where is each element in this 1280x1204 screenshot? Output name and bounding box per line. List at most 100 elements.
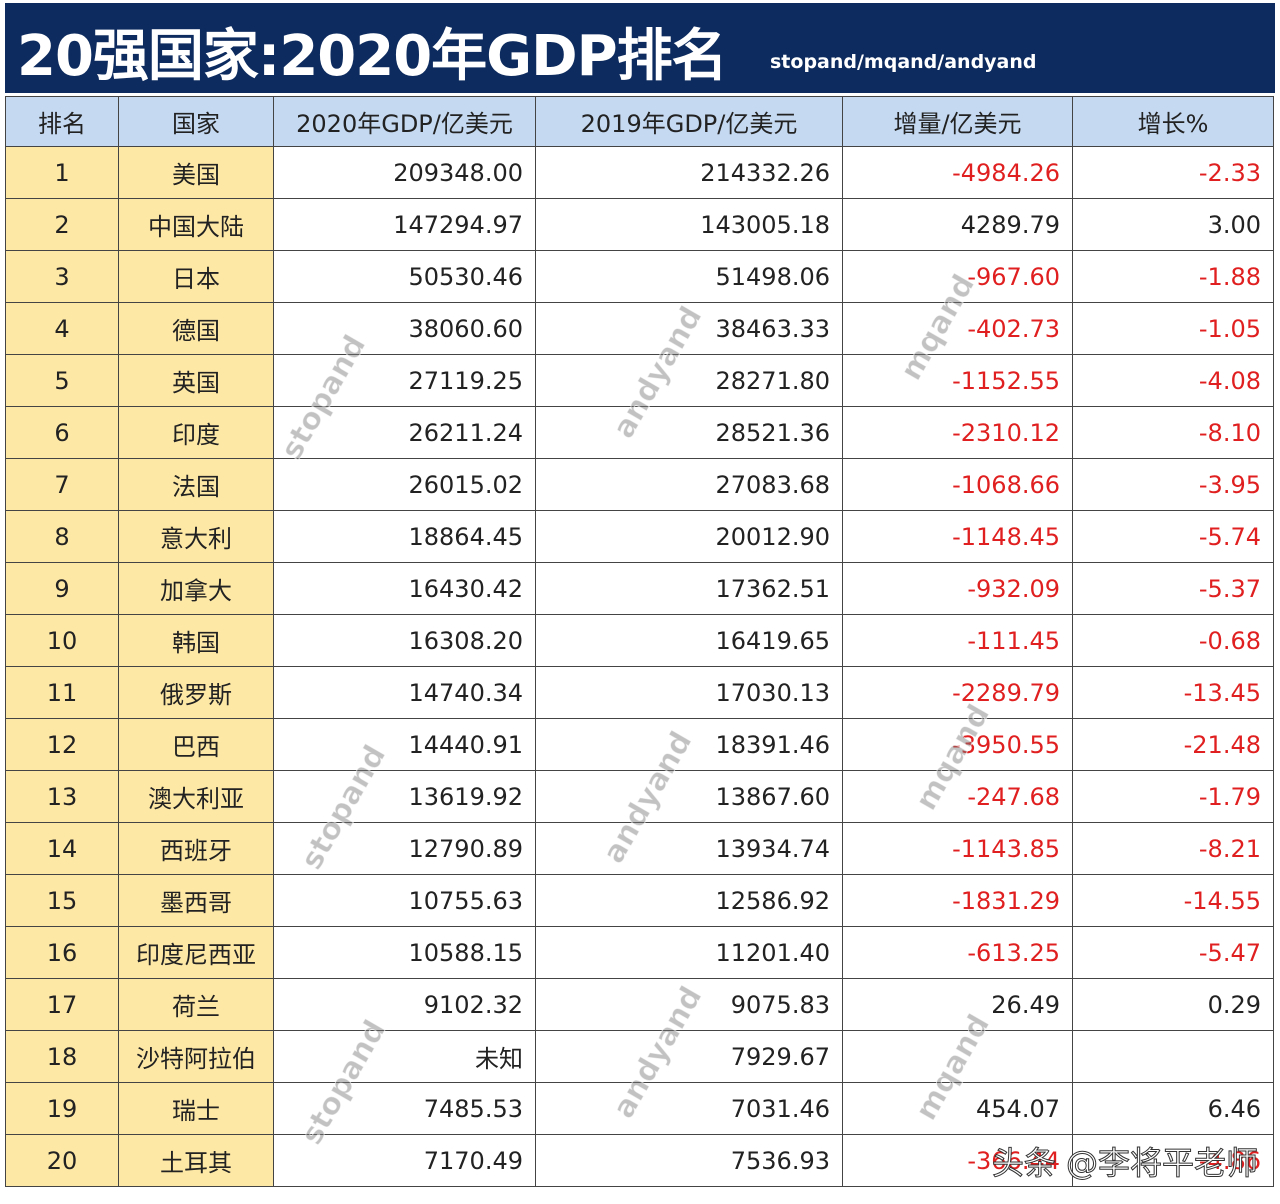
- table-cell: 209348.00: [273, 146, 536, 199]
- table-cell: -4.08: [1072, 354, 1274, 407]
- table-cell: 9: [5, 562, 119, 615]
- table-row: 7 法国 26015.02 27083.68 -1068.66 -3.95: [5, 458, 1274, 511]
- table-cell: 38463.33: [535, 302, 843, 355]
- table-cell: 19: [5, 1082, 119, 1135]
- table-cell: 澳大利亚: [118, 770, 274, 823]
- table-cell: 10588.15: [273, 926, 536, 979]
- table-cell: 美国: [118, 146, 274, 199]
- table-cell: 沙特阿拉伯: [118, 1030, 274, 1083]
- table-cell: 12586.92: [535, 874, 843, 927]
- table-row: 3 日本 50530.46 51498.06 -967.60 -1.88: [5, 250, 1274, 303]
- table-cell: -8.21: [1072, 822, 1274, 875]
- table-cell: -8.10: [1072, 406, 1274, 459]
- table-cell: -3.95: [1072, 458, 1274, 511]
- table-cell: 147294.97: [273, 198, 536, 251]
- table-cell: 26015.02: [273, 458, 536, 511]
- table-cell: 16: [5, 926, 119, 979]
- table-cell: 荷兰: [118, 978, 274, 1031]
- table-cell: 20012.90: [535, 510, 843, 563]
- table-cell: 28521.36: [535, 406, 843, 459]
- table-cell: 6: [5, 406, 119, 459]
- table-cell: 20: [5, 1134, 119, 1187]
- table-cell: 7485.53: [273, 1082, 536, 1135]
- table-cell: 3: [5, 250, 119, 303]
- table-cell: -0.68: [1072, 614, 1274, 667]
- table-cell: -5.47: [1072, 926, 1274, 979]
- table-cell: [1072, 1030, 1274, 1083]
- table-cell: -4984.26: [842, 146, 1073, 199]
- table-cell: 意大利: [118, 510, 274, 563]
- table-row: 5 英国 27119.25 28271.80 -1152.55 -4.08: [5, 354, 1274, 407]
- table-cell: 印度: [118, 406, 274, 459]
- table-row: 17 荷兰 9102.32 9075.83 26.49 0.29: [5, 978, 1274, 1031]
- table-cell: 6.46: [1072, 1082, 1274, 1135]
- table-cell: -247.68: [842, 770, 1073, 823]
- table-cell: 16419.65: [535, 614, 843, 667]
- table-cell: 13867.60: [535, 770, 843, 823]
- table-cell: 11201.40: [535, 926, 843, 979]
- table-cell: -1143.85: [842, 822, 1073, 875]
- table-cell: -111.45: [842, 614, 1073, 667]
- table-cell: 28271.80: [535, 354, 843, 407]
- table-cell: 17362.51: [535, 562, 843, 615]
- table-cell: 12: [5, 718, 119, 771]
- table-cell: 26211.24: [273, 406, 536, 459]
- header-row: 排名 国家 2020年GDP/亿美元 2019年GDP/亿美元 增量/亿美元 增长%: [5, 96, 1274, 147]
- header-cell: 国家: [118, 96, 274, 147]
- table-cell: 214332.26: [535, 146, 843, 199]
- table-cell: 5: [5, 354, 119, 407]
- table-row: 1 美国 209348.00 214332.26 -4984.26 -2.33: [5, 146, 1274, 199]
- table-cell: -14.55: [1072, 874, 1274, 927]
- table-cell: 10755.63: [273, 874, 536, 927]
- table-cell: 1: [5, 146, 119, 199]
- table-cell: -1068.66: [842, 458, 1073, 511]
- table-cell: -5.74: [1072, 510, 1274, 563]
- table-cell: -2310.12: [842, 406, 1073, 459]
- table-cell: 9102.32: [273, 978, 536, 1031]
- table-cell: 7536.93: [535, 1134, 843, 1187]
- table-row: 16 印度尼西亚 10588.15 11201.40 -613.25 -5.47: [5, 926, 1274, 979]
- header-cell: 排名: [5, 96, 119, 147]
- table-cell: 4: [5, 302, 119, 355]
- table-row: 14 西班牙 12790.89 13934.74 -1143.85 -8.21: [5, 822, 1274, 875]
- table-cell: 0.29: [1072, 978, 1274, 1031]
- table-cell: 7: [5, 458, 119, 511]
- table-cell: 西班牙: [118, 822, 274, 875]
- table-cell: 德国: [118, 302, 274, 355]
- table-cell: 印度尼西亚: [118, 926, 274, 979]
- table-cell: -1.05: [1072, 302, 1274, 355]
- table-cell: 454.07: [842, 1082, 1073, 1135]
- table-cell: -932.09: [842, 562, 1073, 615]
- table-cell: 27083.68: [535, 458, 843, 511]
- table-cell: 18864.45: [273, 510, 536, 563]
- table-row: 15 墨西哥 10755.63 12586.92 -1831.29 -14.55: [5, 874, 1274, 927]
- header-cell: 2019年GDP/亿美元: [535, 96, 843, 147]
- table-cell: 18391.46: [535, 718, 843, 771]
- table-cell: 17: [5, 978, 119, 1031]
- table-cell: 51498.06: [535, 250, 843, 303]
- table-cell: 14740.34: [273, 666, 536, 719]
- table-cell: 50530.46: [273, 250, 536, 303]
- title-bar: 20强国家:2020年GDP排名 stopand/mqand/andyand: [5, 3, 1275, 93]
- table-cell: 14: [5, 822, 119, 875]
- table-cell: 加拿大: [118, 562, 274, 615]
- table-cell: 16308.20: [273, 614, 536, 667]
- table-cell: -1.79: [1072, 770, 1274, 823]
- table-cell: 38060.60: [273, 302, 536, 355]
- table-cell: -4.86: [1072, 1134, 1274, 1187]
- table-cell: 16430.42: [273, 562, 536, 615]
- table-cell: 13934.74: [535, 822, 843, 875]
- footer-watermark: 头条 @李将平老师: [991, 1144, 1258, 1183]
- table-cell: 11: [5, 666, 119, 719]
- table-cell: 土耳其: [118, 1134, 274, 1187]
- table-cell: 俄罗斯: [118, 666, 274, 719]
- table-cell: -13.45: [1072, 666, 1274, 719]
- table-cell: 18: [5, 1030, 119, 1083]
- table-cell: 7929.67: [535, 1030, 843, 1083]
- table-cell: 3.00: [1072, 198, 1274, 251]
- table-cell: -1148.45: [842, 510, 1073, 563]
- table-cell: -402.73: [842, 302, 1073, 355]
- table-row: 10 韩国 16308.20 16419.65 -111.45 -0.68: [5, 614, 1274, 667]
- table-cell: -366.44: [842, 1134, 1073, 1187]
- table-cell: 15: [5, 874, 119, 927]
